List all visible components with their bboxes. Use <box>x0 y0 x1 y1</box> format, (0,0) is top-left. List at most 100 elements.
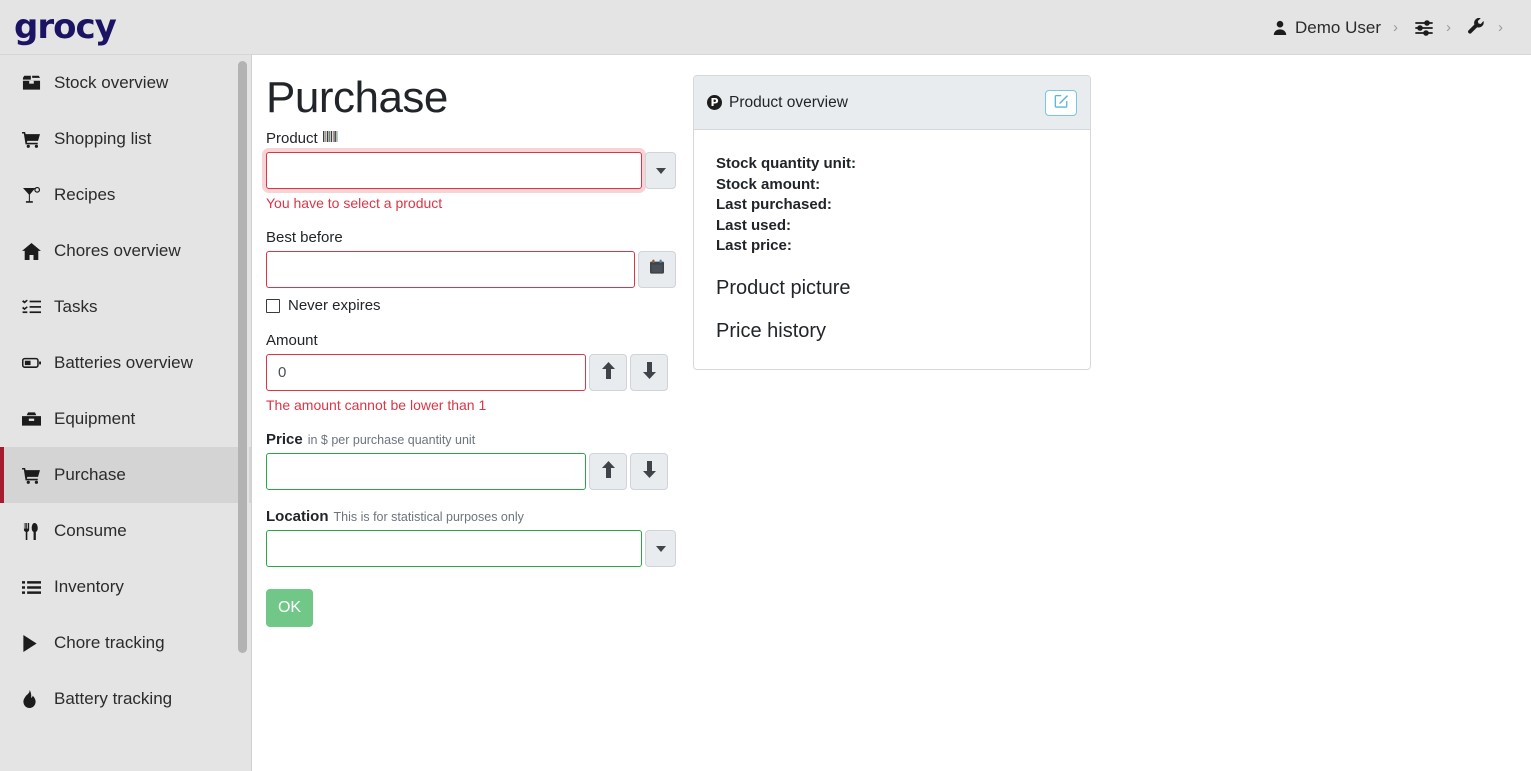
amount-input[interactable] <box>266 354 586 391</box>
product-overview-card-body: Stock quantity unit: Stock amount: Last … <box>694 130 1090 369</box>
best-before-calendar-button[interactable] <box>638 251 676 288</box>
list-icon <box>22 580 48 595</box>
sidebar-item-purchase[interactable]: Purchase <box>0 447 251 503</box>
product-dropdown-button[interactable] <box>645 152 676 189</box>
purchase-form: Product <box>266 130 676 627</box>
product-input[interactable] <box>266 152 642 189</box>
best-before-input-row <box>266 251 676 288</box>
chevron-down-icon <box>655 545 666 552</box>
price-label-row: Price in $ per purchase quantity unit <box>266 431 676 448</box>
user-menu-chevron-icon[interactable]: › <box>1393 19 1398 36</box>
field-amount: Amount Th <box>266 332 676 413</box>
price-input[interactable] <box>266 453 586 490</box>
header-user-label: Demo User <box>1295 17 1381 37</box>
product-error-message: You have to select a product <box>266 195 443 211</box>
amount-input-row <box>266 354 676 391</box>
amount-label: Amount <box>266 332 318 349</box>
sidebar-item-label: Battery tracking <box>54 689 173 708</box>
sidebar-item-chores-overview[interactable]: Chores overview <box>0 223 251 279</box>
last-used-row: Last used: <box>716 216 792 234</box>
arrow-up-icon <box>601 460 616 483</box>
sidebar-item-tasks[interactable]: Tasks <box>0 279 251 335</box>
sidebar-scrollbar-track[interactable] <box>238 55 249 771</box>
stock-amount-row: Stock amount: <box>716 175 821 193</box>
price-increase-button[interactable] <box>589 453 627 490</box>
main-content: Purchase Product <box>253 55 1531 771</box>
product-label-row: Product <box>266 130 676 147</box>
sidebar-item-label: Consume <box>54 521 127 540</box>
arrow-up-icon <box>601 361 616 384</box>
settings-menu-chevron-icon[interactable]: › <box>1446 19 1451 36</box>
sidebar-item-label: Stock overview <box>54 73 169 92</box>
header-user-menu[interactable]: Demo User <box>1266 0 1387 55</box>
price-hint: in $ per purchase quantity unit <box>307 432 476 447</box>
shopping-cart-icon <box>22 131 48 148</box>
toolbox-icon <box>22 411 48 427</box>
sidebar-item-consume[interactable]: Consume <box>0 503 251 559</box>
last-price-row: Last price: <box>716 237 792 254</box>
product-input-row <box>266 152 676 189</box>
price-label: Price <box>266 431 303 448</box>
never-expires-checkbox[interactable] <box>266 298 280 313</box>
never-expires-row[interactable]: Never expires <box>266 297 676 314</box>
product-overview-card-header: P Product overview <box>694 76 1090 130</box>
shopping-cart-icon <box>22 467 48 484</box>
price-input-row <box>266 453 676 490</box>
sidebar-item-equipment[interactable]: Equipment <box>0 391 251 447</box>
play-icon <box>22 634 48 652</box>
best-before-input[interactable] <box>266 251 635 288</box>
product-overview-card: P Product overview Stock quantity unit: … <box>693 75 1091 370</box>
product-label: Product <box>266 130 318 147</box>
chevron-down-icon <box>655 167 666 174</box>
sidebar-item-label: Recipes <box>54 185 116 204</box>
price-decrease-button[interactable] <box>630 453 668 490</box>
location-dropdown-button[interactable] <box>645 530 676 567</box>
field-price: Price in $ per purchase quantity unit <box>266 431 676 490</box>
sidebar-scrollbar-thumb[interactable] <box>238 61 247 653</box>
field-best-before: Best before Never expires <box>266 229 676 314</box>
location-label: Location <box>266 508 329 525</box>
sidebar-item-stock-overview[interactable]: Stock overview <box>0 55 251 111</box>
tasks-icon <box>22 299 48 315</box>
sidebar-item-battery-tracking[interactable]: Battery tracking <box>0 671 251 727</box>
location-hint: This is for statistical purposes only <box>333 509 524 524</box>
product-picture-heading: Product picture <box>716 276 851 299</box>
location-input[interactable] <box>266 530 642 567</box>
home-icon <box>22 242 48 260</box>
arrow-down-icon <box>642 460 657 483</box>
sidebar-item-batteries-overview[interactable]: Batteries overview <box>0 335 251 391</box>
calendar-icon <box>649 259 665 280</box>
tools-menu-chevron-icon[interactable]: › <box>1498 19 1503 36</box>
location-input-row <box>266 530 676 567</box>
sidebar-item-chore-tracking[interactable]: Chore tracking <box>0 615 251 671</box>
box-icon <box>22 75 48 91</box>
sidebar-item-shopping-list[interactable]: Shopping list <box>0 111 251 167</box>
amount-decrease-button[interactable] <box>630 354 668 391</box>
sidebar-item-label: Equipment <box>54 409 136 428</box>
sidebar-item-label: Chores overview <box>54 241 181 260</box>
stock-quantity-unit-row: Stock quantity unit: <box>716 155 856 172</box>
sidebar-item-inventory[interactable]: Inventory <box>0 559 251 615</box>
header-settings-menu[interactable] <box>1408 0 1440 55</box>
sidebar-item-label: Chore tracking <box>54 633 165 652</box>
app-logo[interactable]: grocy <box>14 7 117 47</box>
sidebar-item-label: Shopping list <box>54 129 152 148</box>
p-circle-icon: P <box>707 95 722 110</box>
edit-pencil-square-icon <box>1054 93 1069 113</box>
sliders-icon <box>1414 19 1434 37</box>
sidebar: Stock overview Shopping list Recipes Cho… <box>0 55 252 771</box>
amount-increase-button[interactable] <box>589 354 627 391</box>
header-tools-menu[interactable] <box>1461 0 1492 55</box>
sidebar-item-label: Tasks <box>54 297 98 316</box>
sidebar-item-recipes[interactable]: Recipes <box>0 167 251 223</box>
sidebar-item-label: Batteries overview <box>54 353 193 372</box>
fire-icon <box>22 690 48 708</box>
edit-product-button[interactable] <box>1045 89 1077 116</box>
page-title: Purchase <box>266 73 448 122</box>
card-header-title-group: P Product overview <box>707 94 848 112</box>
location-label-row: Location This is for statistical purpose… <box>266 508 676 525</box>
sidebar-item-label: Purchase <box>54 465 126 484</box>
top-header-bar: grocy Demo User › <box>0 0 1531 55</box>
barcode-icon <box>322 130 338 147</box>
submit-button[interactable]: OK <box>266 589 313 627</box>
